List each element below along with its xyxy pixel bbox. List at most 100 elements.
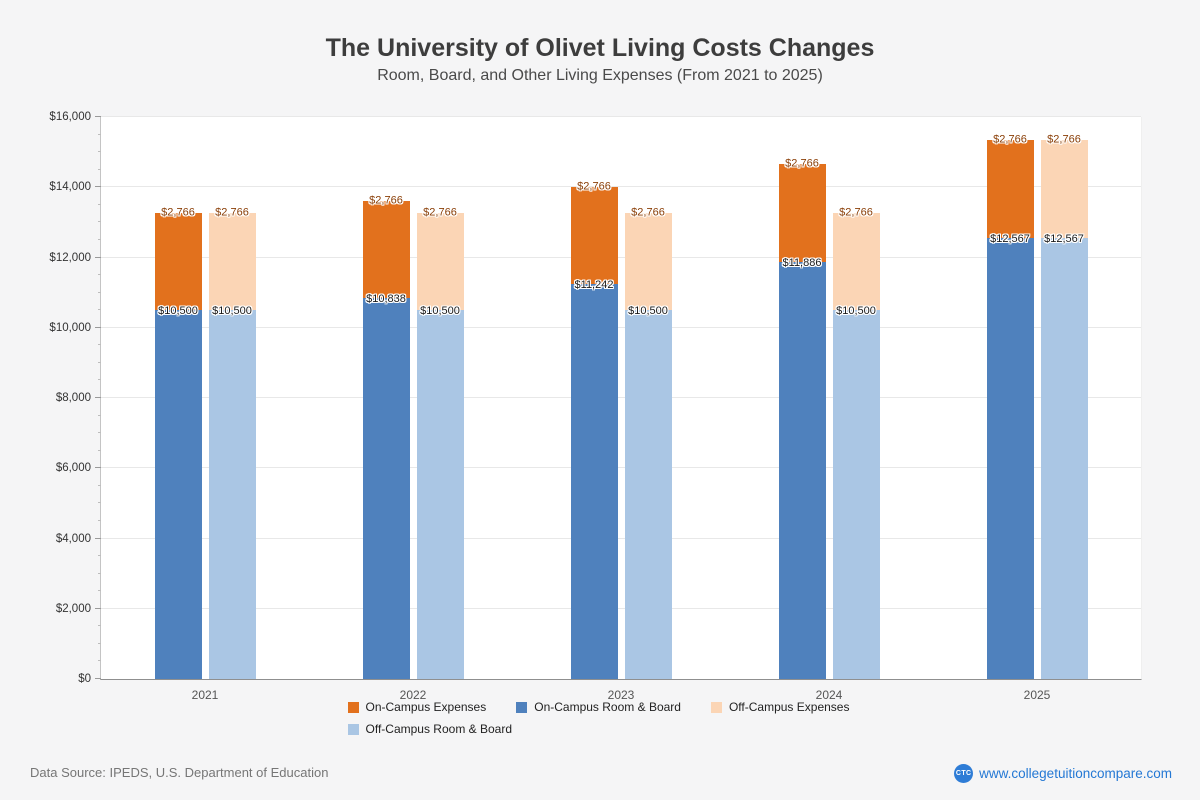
legend-swatch-icon: [516, 701, 528, 713]
gridline: [101, 186, 1141, 188]
segment-on-campus-expenses: [362, 201, 410, 299]
bar-value-label: $10,838: [366, 293, 406, 306]
gridline: [101, 467, 1141, 469]
y-axis-label: $12,000: [49, 251, 91, 264]
bar-on-campus-2022: $2,766 $10,838: [362, 195, 410, 679]
legend-label: On-Campus Expenses: [365, 700, 487, 714]
legend-label: Off-Campus Room & Board: [365, 722, 513, 736]
x-axis-label-2023: 2023: [607, 688, 635, 702]
ctc-logo-icon[interactable]: CTC: [954, 764, 974, 783]
y-axis-minor-tick: [98, 414, 101, 416]
data-source-note: Data Source: IPEDS, U.S. Department of E…: [30, 765, 329, 780]
gridline: [101, 326, 1141, 328]
y-axis-minor-tick: [98, 432, 101, 434]
y-axis-minor-tick: [98, 238, 101, 240]
bar-on-campus-2023: $2,766 $11,242: [570, 180, 618, 679]
y-axis-minor-tick: [98, 168, 101, 170]
bar-value-label: $2,766: [839, 206, 873, 219]
bar-value-label: $2,766: [993, 133, 1027, 146]
legend-item-on-campus-expenses: On-Campus Expenses: [347, 700, 487, 714]
y-axis-minor-tick: [98, 344, 101, 346]
segment-on-campus-expenses: [570, 186, 618, 285]
y-axis-tick: [95, 397, 101, 398]
segment-off-campus-room-board: [624, 310, 672, 679]
segment-on-campus-room-board: [154, 310, 202, 679]
y-axis-label: $4,000: [55, 532, 91, 545]
gridline: [101, 256, 1141, 258]
bar-group-2024: $2,766 $11,886 $2,766 $10,500: [725, 117, 933, 679]
y-axis-tick: [95, 537, 101, 539]
segment-on-campus-expenses: [154, 213, 202, 311]
y-axis-minor-tick: [98, 291, 101, 293]
y-axis-tick: [95, 186, 101, 188]
y-axis-minor-tick: [98, 151, 101, 153]
x-axis-label-2025: 2025: [1023, 688, 1051, 702]
legend-swatch-icon: [347, 701, 359, 713]
bar-value-label: $12,567: [990, 232, 1030, 245]
legend: On-Campus Expenses On-Campus Room & Board…: [0, 700, 1200, 736]
segment-on-campus-room-board: [986, 237, 1034, 679]
segment-off-campus-expenses: [416, 213, 464, 311]
legend-items: On-Campus Expenses On-Campus Room & Board…: [347, 700, 853, 736]
y-axis-minor-tick: [98, 590, 101, 592]
y-axis-label: $6,000: [55, 462, 91, 475]
y-axis-minor-tick: [98, 502, 101, 504]
segment-on-campus-expenses: [778, 164, 826, 262]
y-axis-tick: [95, 256, 101, 258]
segment-on-campus-room-board: [570, 284, 618, 679]
y-axis-minor-tick: [98, 379, 101, 381]
bar-group-2021: $2,766 $10,500 $2,766 $10,500: [101, 117, 309, 679]
segment-off-campus-expenses: [832, 213, 880, 311]
y-axis-tick: [95, 467, 101, 469]
chart-title: The University of Olivet Living Costs Ch…: [325, 34, 875, 62]
segment-on-campus-expenses: [986, 140, 1034, 238]
bar-value-label: $2,766: [1047, 133, 1081, 146]
bar-value-label: $10,500: [212, 305, 252, 318]
bar-value-label: $10,500: [420, 305, 460, 318]
bar-value-label: $2,766: [785, 157, 819, 170]
x-axis-label-2021: 2021: [191, 688, 219, 702]
y-axis-label: $14,000: [49, 181, 91, 194]
site-link[interactable]: www.collegetuitioncompare.com: [979, 766, 1172, 781]
segment-off-campus-room-board: [832, 310, 880, 679]
gridline: [101, 116, 1141, 117]
plot-area: $0 $2,000 $4,000 $6,000 $8,000 $10,000 $12,000…: [49, 111, 1142, 702]
bar-value-label: $2,766: [161, 206, 195, 219]
segment-off-campus-room-board: [1040, 237, 1088, 679]
legend-swatch-icon: [347, 723, 359, 735]
y-axis-tick: [95, 607, 101, 609]
gridline: [101, 397, 1141, 398]
gridline: [101, 537, 1141, 539]
y-axis-label: $10,000: [49, 321, 91, 334]
bar-group-2022: $2,766 $10,838 $2,766 $10,500: [309, 117, 517, 679]
bar-value-label: $10,500: [158, 305, 198, 318]
bar-off-campus-2023: $2,766 $10,500: [624, 206, 672, 679]
y-axis-minor-tick: [98, 221, 101, 223]
bar-off-campus-2025: $2,766 $12,567: [1040, 134, 1088, 679]
bar-value-label: $2,766: [369, 194, 403, 207]
segment-on-campus-room-board: [778, 261, 826, 679]
segment-off-campus-expenses: [624, 213, 672, 311]
y-axis-tick: [95, 116, 101, 117]
y-axis-minor-tick: [98, 572, 101, 574]
y-axis-minor-tick: [98, 133, 101, 135]
y-axis-minor-tick: [98, 484, 101, 486]
bar-value-label: $2,766: [631, 206, 665, 219]
legend-item-on-campus-room-board: On-Campus Room & Board: [516, 700, 681, 714]
bar-value-label: $2,766: [577, 180, 611, 193]
bar-off-campus-2024: $2,766 $10,500: [832, 206, 880, 679]
legend-label: Off-Campus Expenses: [728, 700, 850, 714]
y-axis-minor-tick: [98, 660, 101, 662]
y-axis-label: $8,000: [55, 392, 91, 404]
segment-off-campus-expenses: [1040, 140, 1088, 238]
y-axis-minor-tick: [98, 642, 101, 644]
bar-value-label: $12,567: [1044, 232, 1084, 245]
segment-off-campus-room-board: [208, 310, 256, 679]
bar-group-2023: $2,766 $11,242 $2,766 $10,500: [517, 117, 725, 679]
bar-off-campus-2021: $2,766 $10,500: [208, 206, 256, 679]
legend-item-off-campus-expenses: Off-Campus Expenses: [710, 700, 850, 714]
bar-value-label: $10,500: [836, 305, 876, 318]
chart-subtitle: Room, Board, and Other Living Expenses (…: [377, 67, 823, 84]
bar-value-label: $2,766: [215, 206, 249, 219]
